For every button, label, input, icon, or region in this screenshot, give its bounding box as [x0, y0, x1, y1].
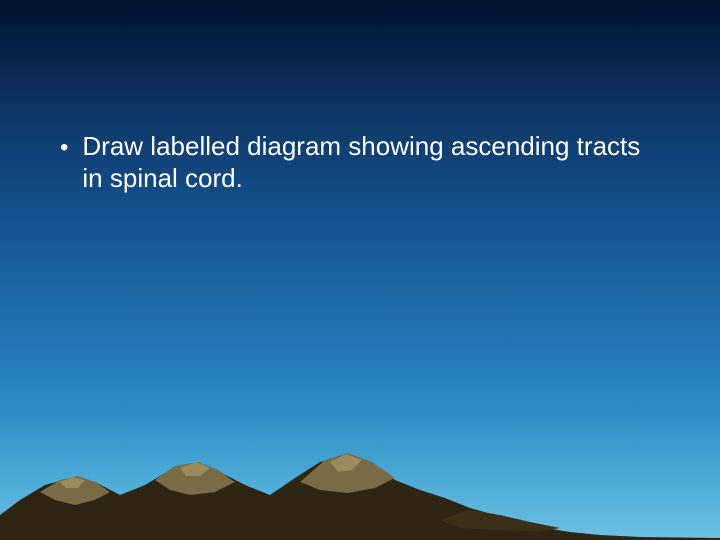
mountain-decoration [0, 400, 720, 540]
bullet-item: • Draw labelled diagram showing ascendin… [60, 130, 660, 194]
bullet-text: Draw labelled diagram showing ascending … [82, 130, 660, 194]
slide-container: • Draw labelled diagram showing ascendin… [0, 0, 720, 540]
bullet-marker: • [60, 132, 68, 164]
slide-content: • Draw labelled diagram showing ascendin… [60, 130, 660, 194]
